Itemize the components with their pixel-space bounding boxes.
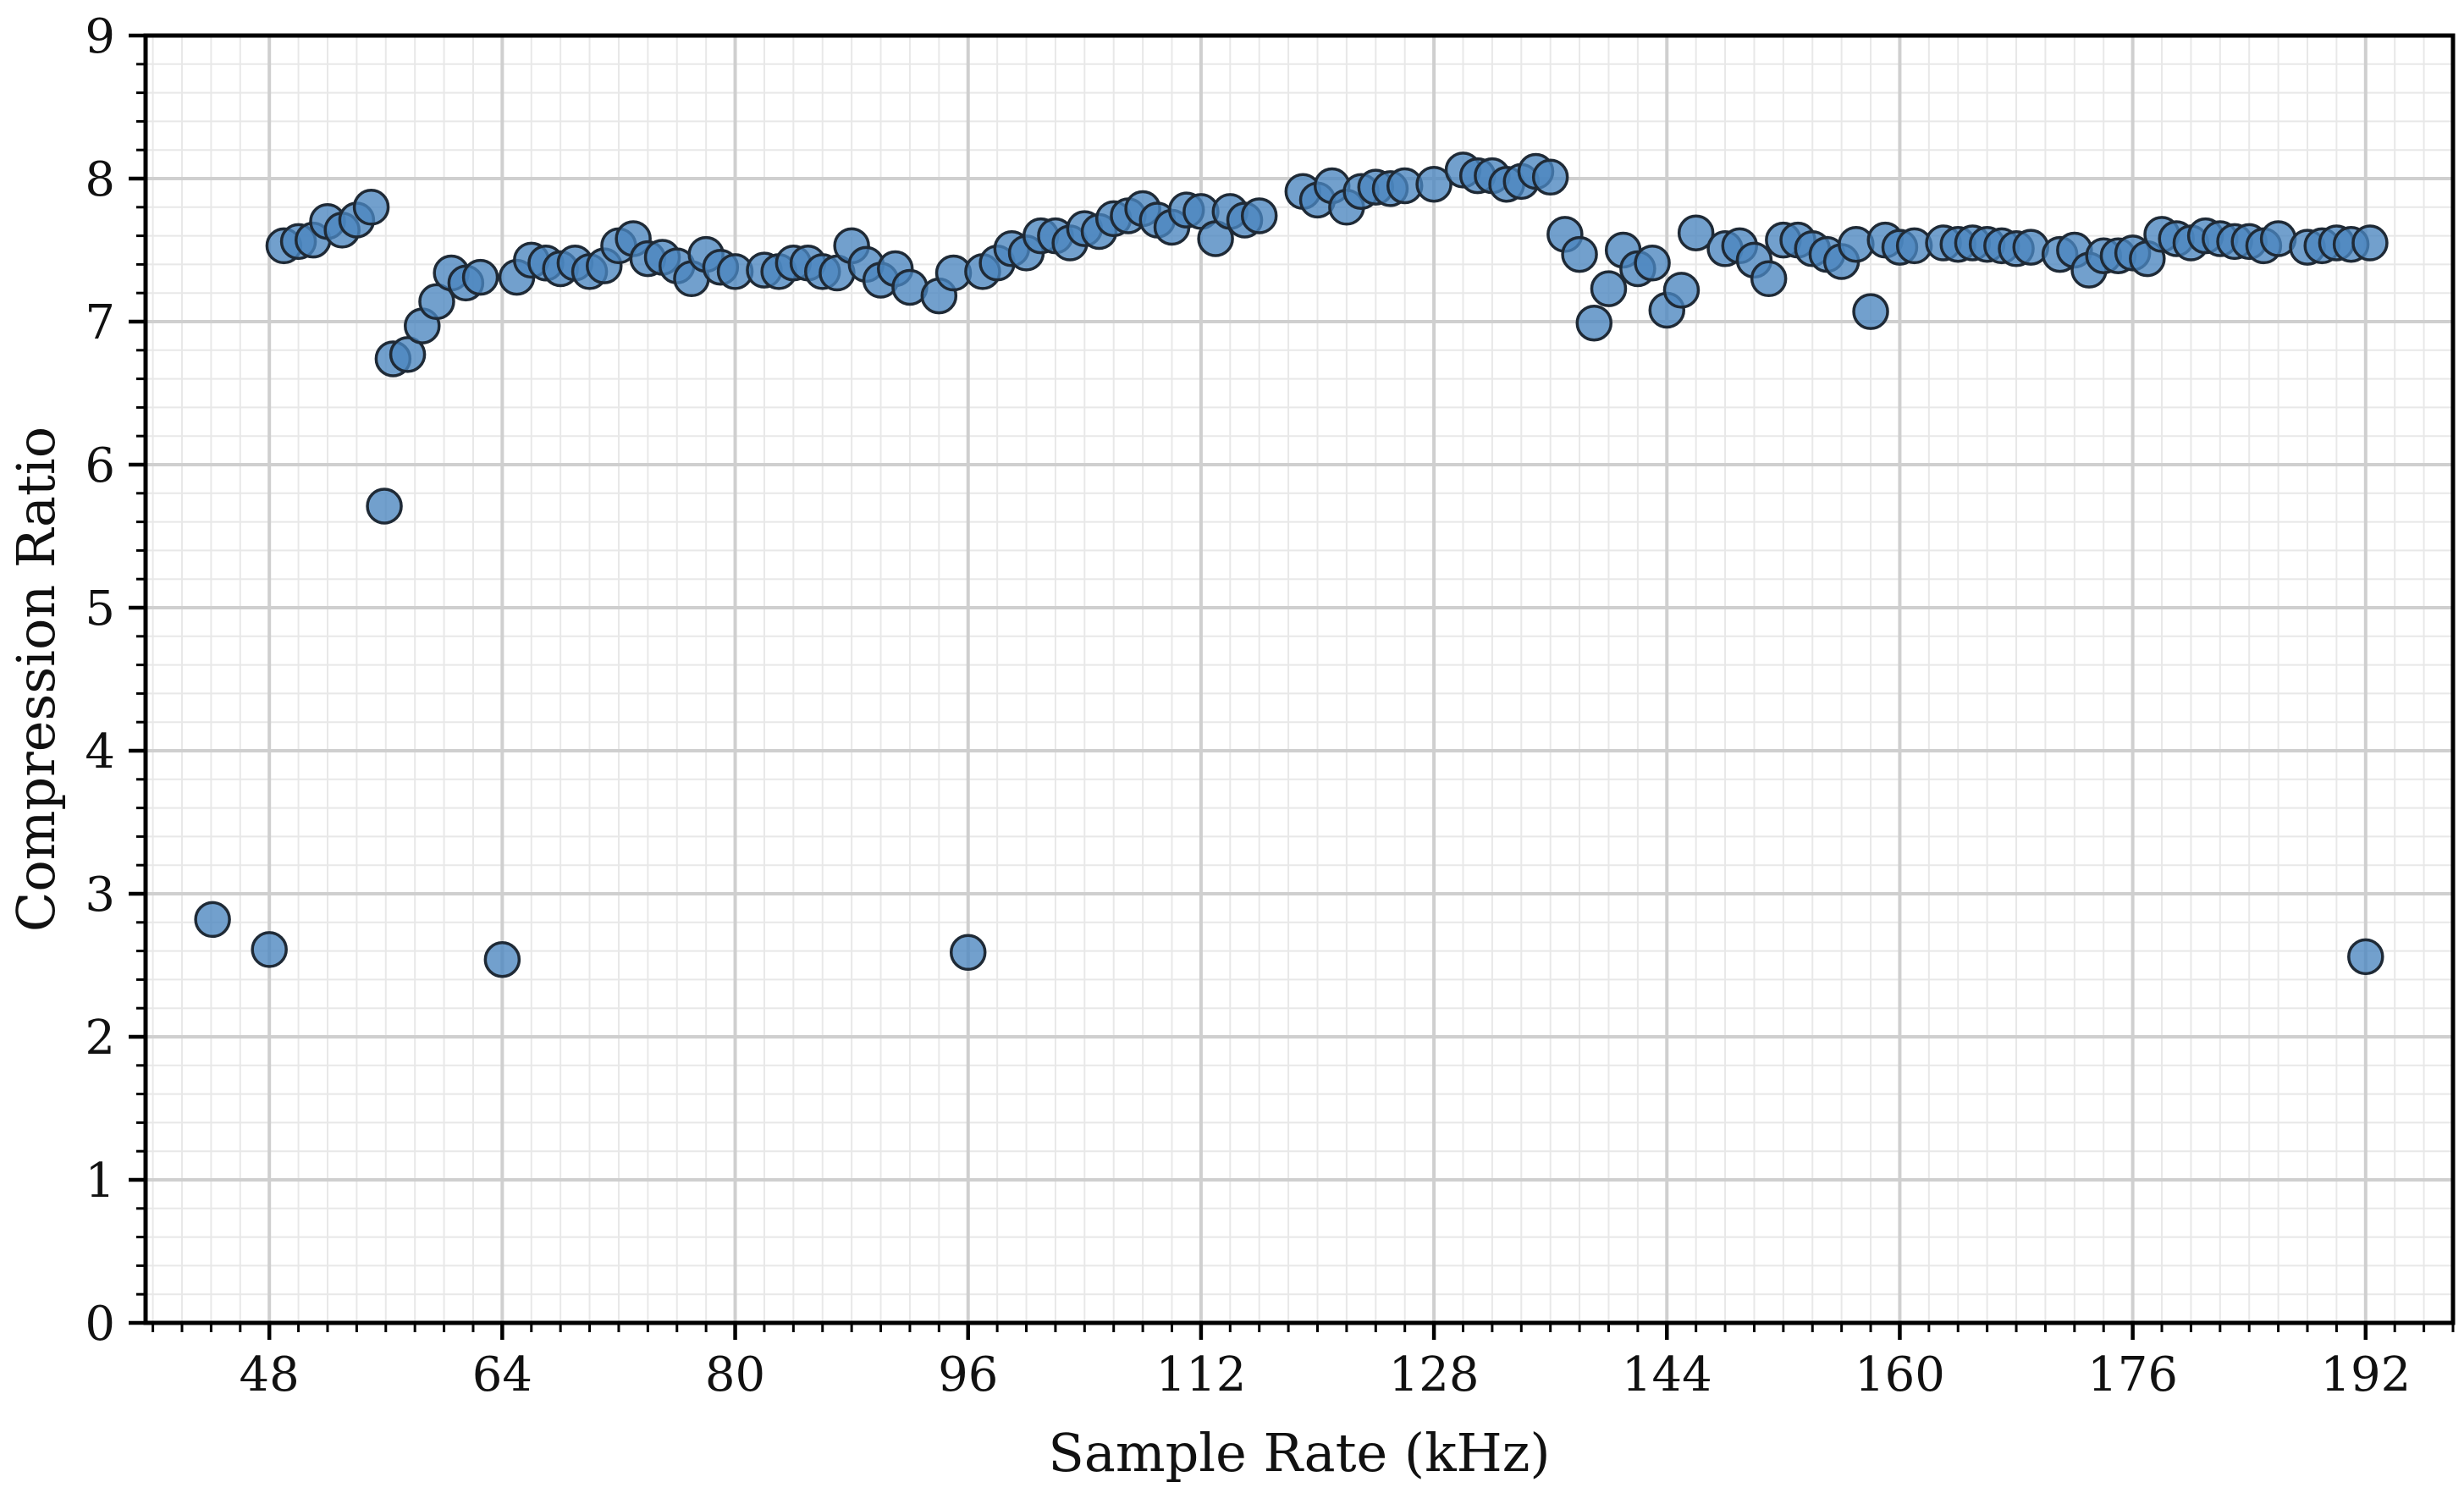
x-tick-label: 160 (1855, 1347, 1945, 1402)
y-tick-label: 8 (85, 152, 115, 207)
y-axis-label: Compression Ratio (5, 427, 67, 932)
data-point (2347, 938, 2384, 976)
y-tick-label: 1 (85, 1154, 115, 1209)
data-point (949, 934, 987, 972)
axis-ticks (129, 33, 2455, 1340)
y-tick-label: 3 (85, 868, 115, 923)
data-point (389, 336, 427, 373)
y-tick-label: 7 (85, 295, 115, 350)
data-point (1677, 214, 1715, 251)
y-tick-label: 0 (85, 1297, 115, 1352)
data-point (366, 488, 403, 525)
data-point (194, 901, 231, 939)
data-point (461, 258, 499, 296)
y-tick-label: 4 (85, 724, 115, 780)
data-point (1415, 166, 1452, 203)
x-tick-labels: 48 64 80 96 112 128 144 160 176 192 (240, 1347, 2412, 1402)
x-tick-label: 80 (705, 1347, 765, 1402)
x-tick-label: 112 (1155, 1347, 1246, 1402)
x-tick-label: 128 (1389, 1347, 1480, 1402)
data-point (1852, 293, 1889, 330)
x-axis-label: Sample Rate (kHz) (1048, 1422, 1550, 1484)
y-tick-label: 9 (85, 9, 115, 64)
data-points (194, 152, 2389, 978)
y-tick-label: 6 (85, 438, 115, 493)
data-point (1531, 158, 1569, 196)
major-gridlines (146, 34, 2453, 1325)
x-tick-label: 48 (240, 1347, 300, 1402)
data-point (2351, 224, 2389, 262)
data-point (1634, 244, 1671, 282)
data-point (1590, 270, 1628, 307)
data-point (1750, 260, 1788, 298)
data-point (418, 283, 455, 321)
data-point (251, 931, 288, 968)
minor-gridlines (146, 35, 2454, 1324)
x-tick-label: 64 (472, 1347, 532, 1402)
y-tick-labels: 0 1 2 3 4 5 6 7 8 9 (85, 9, 115, 1352)
x-tick-label: 96 (938, 1347, 998, 1402)
data-point (483, 940, 521, 978)
x-tick-label: 192 (2320, 1347, 2411, 1402)
data-point (1662, 272, 1701, 309)
x-tick-label: 144 (1622, 1347, 1712, 1402)
y-tick-label: 2 (85, 1011, 115, 1066)
plot-frame (143, 33, 2456, 1325)
x-tick-label: 176 (2087, 1347, 2178, 1402)
data-point (1575, 304, 1613, 342)
y-tick-label: 5 (85, 581, 115, 636)
data-point (1561, 235, 1598, 273)
data-point (352, 189, 390, 226)
data-point (1240, 197, 1278, 234)
